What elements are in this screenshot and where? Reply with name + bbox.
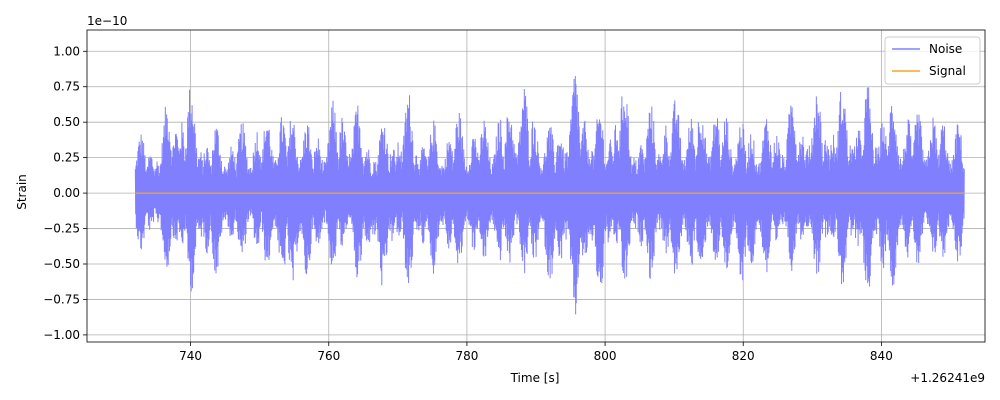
x-tick-label: 780 (455, 349, 478, 363)
y-tick-label: 0.00 (53, 186, 80, 200)
x-axis-label: Time [s] (510, 371, 560, 385)
noise-line (134, 76, 965, 315)
x-offset-label: +1.26241e9 (910, 371, 985, 385)
x-tick-label: 820 (732, 349, 755, 363)
y-tick-label: −0.50 (43, 257, 80, 271)
y-tick-label: −0.25 (43, 222, 80, 236)
x-tick-label: 760 (317, 349, 340, 363)
y-tick-label: 0.75 (53, 80, 80, 94)
x-tick-label: 840 (870, 349, 893, 363)
y-tick-label: 0.25 (53, 151, 80, 165)
x-tick-label: 800 (594, 349, 617, 363)
y-tick-label: −0.75 (43, 292, 80, 306)
y-tick-label: 1.00 (53, 44, 80, 58)
y-tick-label: −1.00 (43, 328, 80, 342)
plot-frame (86, 29, 986, 343)
legend: Noise Signal (884, 36, 981, 85)
legend-signal-label: Signal (929, 64, 966, 78)
y-axis-label: Strain (15, 174, 29, 210)
legend-noise-label: Noise (929, 42, 962, 56)
y-axis-ticks: −1.00 −0.75 −0.50 −0.25 0.00 0.25 0.50 0.75 1.00 (43, 44, 87, 342)
x-axis-ticks: 740 760 780 800 820 840 (179, 342, 893, 363)
noise-series (134, 76, 965, 315)
y-scale-label: 1e−10 (87, 14, 127, 28)
y-tick-label: 0.50 (53, 115, 80, 129)
x-tick-label: 740 (179, 349, 202, 363)
